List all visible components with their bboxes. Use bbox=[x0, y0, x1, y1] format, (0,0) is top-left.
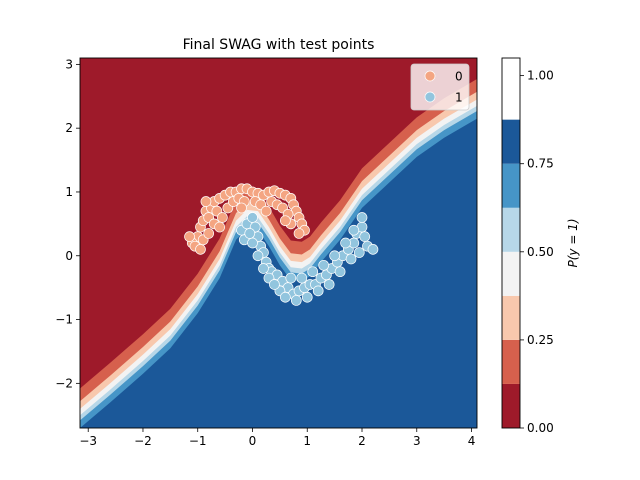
colorbar-segment bbox=[502, 339, 520, 384]
point-class-1-32 bbox=[258, 263, 269, 274]
point-class-0-30 bbox=[217, 212, 228, 223]
point-class-0-51 bbox=[236, 202, 247, 214]
y-tick-label: 3 bbox=[65, 57, 73, 71]
point-class-0-27 bbox=[195, 244, 206, 255]
x-tick-label: 1 bbox=[303, 434, 311, 448]
x-tick-label: 3 bbox=[413, 434, 421, 448]
colorbar-label: P(y = 1) bbox=[566, 218, 580, 267]
point-class-1-3 bbox=[247, 212, 258, 223]
colorbar-tick-label: 0.00 bbox=[527, 421, 554, 435]
y-tick-label: −2 bbox=[55, 376, 73, 390]
probability-contour-bands bbox=[80, 58, 477, 428]
colorbar-segment bbox=[502, 163, 520, 208]
y-tick-label: −1 bbox=[55, 313, 73, 327]
colorbar-tick-label: 0.75 bbox=[527, 157, 554, 171]
x-tick-label: 4 bbox=[468, 434, 476, 448]
legend-marker-0 bbox=[424, 70, 436, 82]
point-class-1-38 bbox=[312, 285, 324, 297]
point-class-1-44 bbox=[244, 228, 256, 239]
x-tick-label: −1 bbox=[189, 434, 207, 448]
point-class-1-53 bbox=[367, 244, 379, 255]
colorbar-tick-label: 0.50 bbox=[527, 245, 554, 259]
y-tick-label: 2 bbox=[65, 121, 73, 135]
colorbar: 0.00 0.25 0.50 0.75 1.00 P(y = 1) bbox=[501, 57, 580, 435]
x-tick-label: 2 bbox=[358, 434, 366, 448]
x-tick-label: −2 bbox=[134, 434, 152, 448]
point-class-0-46 bbox=[184, 231, 195, 242]
point-class-1-43 bbox=[356, 212, 368, 223]
point-class-1-36 bbox=[290, 295, 302, 306]
colorbar-tick-label: 1.00 bbox=[527, 69, 554, 83]
legend: 01 bbox=[410, 63, 470, 111]
point-class-1-46 bbox=[285, 272, 297, 284]
plot-area bbox=[80, 58, 477, 428]
legend-marker-1 bbox=[424, 91, 436, 103]
x-tick-label: −3 bbox=[79, 434, 97, 448]
point-class-1-35 bbox=[279, 291, 291, 303]
point-class-0-43 bbox=[203, 228, 215, 239]
point-class-1-47 bbox=[296, 272, 308, 284]
colorbar-frame bbox=[501, 57, 521, 429]
colorbar-segment bbox=[502, 295, 520, 340]
chart-title: Final SWAG with test points bbox=[183, 37, 375, 53]
colorbar-segment bbox=[502, 207, 520, 252]
colorbar-tick-label: 0.25 bbox=[527, 333, 554, 347]
point-class-1-41 bbox=[345, 253, 357, 265]
y-axis-ticks: −2 −1 0 1 2 3 bbox=[55, 57, 80, 390]
legend-label-0: 0 bbox=[455, 70, 463, 84]
y-tick-label: 0 bbox=[65, 249, 73, 263]
point-class-0-47 bbox=[200, 196, 212, 207]
point-class-1-51 bbox=[340, 237, 351, 249]
x-tick-label: 0 bbox=[249, 434, 257, 448]
point-class-0-49 bbox=[279, 215, 291, 227]
point-class-0-45 bbox=[214, 221, 225, 233]
point-class-1-37 bbox=[301, 291, 313, 303]
plot-frame bbox=[79, 57, 478, 429]
point-class-0-50 bbox=[293, 228, 305, 239]
point-class-1-42 bbox=[353, 247, 365, 258]
colorbar-ticks: 0.00 0.25 0.50 0.75 1.00 bbox=[520, 69, 554, 435]
point-class-1-52 bbox=[348, 224, 360, 236]
point-class-1-49 bbox=[318, 259, 330, 271]
point-class-1-28 bbox=[359, 231, 371, 242]
point-class-1-39 bbox=[323, 279, 335, 290]
point-class-1-40 bbox=[334, 266, 346, 278]
point-class-1-50 bbox=[329, 250, 340, 262]
point-class-1-48 bbox=[307, 266, 319, 278]
point-class-1-30 bbox=[247, 237, 258, 249]
x-axis-ticks: −3 −2 −1 0 1 2 3 4 bbox=[79, 428, 475, 448]
colorbar-segment bbox=[502, 119, 520, 164]
test-points bbox=[184, 183, 379, 306]
point-class-1-45 bbox=[269, 279, 280, 290]
legend-label-1: 1 bbox=[455, 91, 463, 105]
colorbar-segments bbox=[502, 119, 520, 428]
point-class-1-31 bbox=[252, 250, 264, 262]
point-class-0-48 bbox=[260, 205, 272, 217]
y-tick-label: 1 bbox=[65, 185, 73, 199]
colorbar-segment bbox=[502, 383, 520, 428]
colorbar-segment bbox=[502, 251, 520, 296]
